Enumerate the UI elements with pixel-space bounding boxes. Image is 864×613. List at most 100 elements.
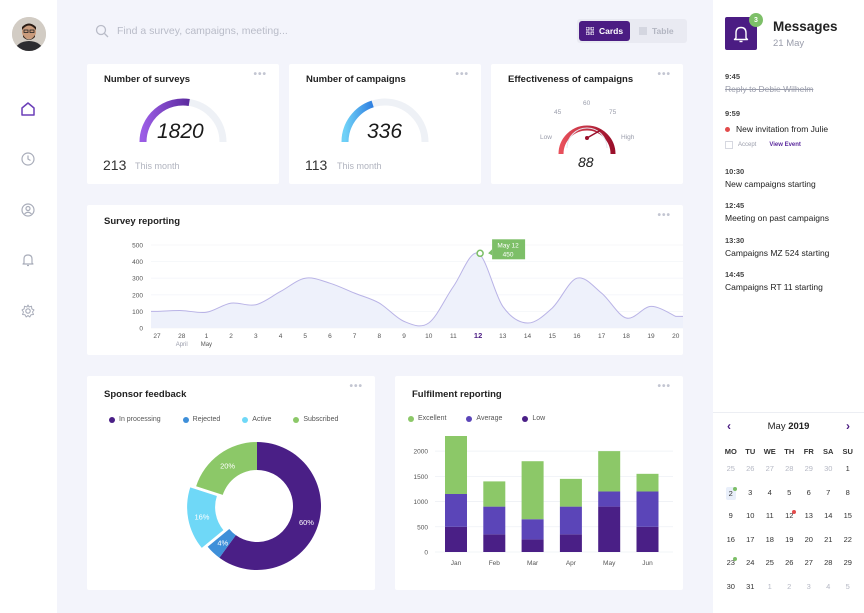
legend-swatch	[522, 415, 529, 422]
day-number: 20	[804, 534, 813, 544]
calendar-day[interactable]: 4	[760, 487, 780, 511]
search-input[interactable]	[117, 25, 377, 37]
calendar-day[interactable]: 25	[721, 463, 741, 487]
calendar-day[interactable]: 2	[721, 486, 741, 511]
calendar-header: ‹ May 2019 ›	[713, 412, 864, 433]
calendar-day[interactable]: 1	[838, 463, 858, 487]
fulfilment-card: Fulfilment reporting ••• Excellent Averag…	[395, 376, 683, 590]
calendar-day[interactable]: 23	[721, 557, 741, 581]
gear-icon[interactable]	[18, 301, 38, 321]
more-options-icon[interactable]: •••	[455, 69, 469, 80]
calendar-day[interactable]: 14	[819, 510, 839, 534]
x-tick-label: 17	[598, 333, 606, 340]
feed-item[interactable]: 9:45 Reply to Debie Wilhelm	[725, 72, 860, 94]
accept-label[interactable]: Accept	[738, 142, 757, 148]
calendar-day[interactable]: 28	[780, 463, 800, 487]
calendar-day[interactable]: 5	[780, 487, 800, 511]
calendar-day[interactable]: 16	[721, 534, 741, 558]
tick-45: 45	[554, 109, 562, 116]
calendar-day[interactable]: 12	[780, 510, 800, 534]
clock-icon[interactable]	[18, 149, 38, 169]
more-options-icon[interactable]: •••	[657, 69, 671, 80]
calendar-day[interactable]: 13	[799, 510, 819, 534]
calendar-day[interactable]: 20	[799, 534, 819, 558]
calendar-day[interactable]: 7	[819, 487, 839, 511]
calendar-day[interactable]: 5	[838, 581, 858, 605]
card-title: Fulfilment reporting	[412, 389, 502, 400]
prev-month-icon[interactable]: ‹	[727, 419, 731, 433]
x-tick-label: 9	[402, 333, 406, 340]
feed-item[interactable]: 14:45 Campaigns RT 11 starting	[725, 270, 860, 292]
bell-icon[interactable]	[18, 250, 38, 270]
cards-view-button[interactable]: Cards	[579, 21, 631, 41]
more-options-icon[interactable]: •••	[349, 381, 363, 392]
tick-60: 60	[583, 100, 591, 107]
calendar-day[interactable]: 29	[838, 557, 858, 581]
calendar-day[interactable]: 26	[780, 557, 800, 581]
day-number: 5	[787, 487, 792, 497]
calendar-day[interactable]: 28	[819, 557, 839, 581]
x-tick-label: 4	[279, 333, 283, 340]
day-number: 27	[765, 464, 774, 473]
calendar-day[interactable]: 21	[819, 534, 839, 558]
calendar-day[interactable]: 26	[741, 463, 761, 487]
month-label: This month	[135, 161, 180, 171]
calendar-day[interactable]: 18	[760, 534, 780, 558]
day-number: 19	[785, 534, 794, 544]
more-options-icon[interactable]: •••	[657, 210, 671, 221]
view-event-link[interactable]: View Event	[769, 142, 801, 148]
weekday-label: MO	[724, 447, 737, 456]
cards-label: Cards	[599, 26, 624, 36]
calendar-day[interactable]: 9	[721, 510, 741, 534]
bar-segment	[559, 478, 582, 507]
calendar-day[interactable]: 19	[780, 534, 800, 558]
legend-item: Active	[242, 416, 271, 423]
calendar-day[interactable]: 29	[799, 463, 819, 487]
calendar-day[interactable]: 30	[721, 581, 741, 605]
calendar-day[interactable]: 15	[838, 510, 858, 534]
calendar-day[interactable]: 17	[741, 534, 761, 558]
x-tick-label: 15	[549, 333, 557, 340]
feed-time: 14:45	[725, 270, 745, 279]
calendar-day[interactable]: 3	[741, 487, 761, 511]
bar-segment	[521, 461, 544, 520]
table-view-button[interactable]: Table	[632, 21, 681, 41]
calendar-day[interactable]: 8	[838, 487, 858, 511]
main-area: Cards Table Number of surveys ••• 1820 2…	[57, 0, 713, 613]
avatar[interactable]	[12, 17, 46, 51]
tooltip-box	[492, 239, 526, 260]
calendar-day[interactable]: 11	[760, 510, 780, 534]
more-options-icon[interactable]: •••	[253, 69, 267, 80]
calendar-day[interactable]: 3	[799, 581, 819, 605]
calendar-day[interactable]: 24	[741, 557, 761, 581]
more-options-icon[interactable]: •••	[657, 381, 671, 392]
calendar-day[interactable]: 27	[799, 557, 819, 581]
calendar-day[interactable]: 4	[819, 581, 839, 605]
calendar-day[interactable]: 30	[819, 463, 839, 487]
home-icon[interactable]	[18, 99, 38, 119]
legend-swatch	[408, 415, 414, 422]
feed-text: Meeting on past campaigns	[725, 213, 829, 223]
weekday-label: SU	[842, 447, 853, 456]
next-month-icon[interactable]: ›	[845, 419, 850, 433]
area-fill	[151, 253, 683, 328]
feed-item[interactable]: 10:30 New campaigns starting	[725, 167, 860, 189]
campaigns-value: 336	[367, 120, 403, 143]
calendar-day[interactable]: 6	[799, 487, 819, 511]
accept-checkbox[interactable]	[725, 141, 733, 149]
search-bar[interactable]	[95, 20, 395, 42]
calendar-day[interactable]: 31	[741, 581, 761, 605]
calendar-day[interactable]: 1	[760, 581, 780, 605]
calendar-day[interactable]: 27	[760, 463, 780, 487]
profile-icon[interactable]	[18, 200, 38, 220]
feed-time: 10:30	[725, 167, 745, 176]
calendar-day[interactable]: 22	[838, 534, 858, 558]
x-tick-label: 12	[474, 331, 482, 340]
calendar-day[interactable]: 10	[741, 510, 761, 534]
day-number: 26	[785, 558, 794, 567]
calendar-day[interactable]: 2	[780, 581, 800, 605]
y-tick-label: 200	[132, 292, 143, 299]
calendar-day[interactable]: 25	[760, 557, 780, 581]
feed-item[interactable]: 12:45 Meeting on past campaigns	[725, 201, 860, 223]
feed-item[interactable]: 13:30 Campaigns MZ 524 starting	[725, 236, 860, 258]
